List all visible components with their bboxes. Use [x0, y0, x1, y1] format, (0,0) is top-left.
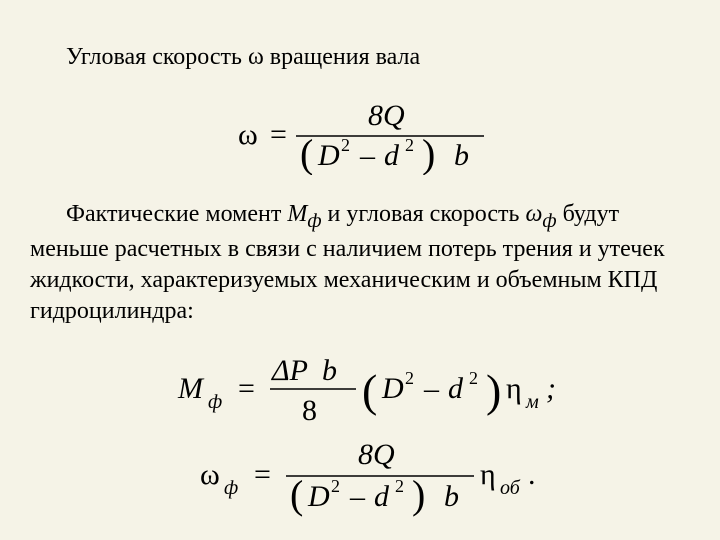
eq1-minus: –: [359, 139, 376, 172]
eq2-Msub: ф: [208, 391, 222, 413]
eq3-rparen: ): [412, 472, 425, 517]
eq1-d: d: [384, 139, 400, 172]
eq3-equals: =: [254, 458, 271, 491]
eq3-eta: η: [480, 458, 496, 491]
eq1-equals: =: [270, 118, 287, 151]
eq2-num-b: b: [322, 354, 337, 387]
eq3-D: D: [307, 480, 330, 513]
eq1-lparen: (: [300, 131, 313, 175]
eq2-rparen: ): [486, 365, 501, 416]
p2-a: Фактические момент: [66, 201, 287, 227]
eq2-semi: ;: [546, 372, 556, 405]
eq3-omega: ω: [200, 458, 220, 491]
eq1-rparen: ): [422, 131, 435, 175]
eq2-lparen: (: [362, 365, 377, 416]
eq1-e2: 2: [405, 135, 414, 155]
equation-omega: ω = 8Q ( D 2 – d 2 ) b: [30, 97, 690, 175]
eq2-e2: 2: [469, 368, 478, 388]
eq2-equals: =: [238, 372, 255, 405]
eq3-d: d: [374, 480, 390, 513]
eq2-M: М: [177, 372, 205, 405]
eq2-d: d: [448, 372, 464, 405]
eq2-minus: –: [423, 372, 440, 405]
paragraph-actual-values: Фактические момент Мф и угловая скорость…: [30, 199, 690, 327]
eq3-num: 8Q: [358, 438, 395, 471]
eq3-osub: ф: [224, 477, 238, 499]
p2-Msub: ф: [307, 210, 321, 232]
eq2-etasub: м: [525, 391, 539, 413]
eq3-e2: 2: [395, 476, 404, 496]
eq3-dot: .: [528, 458, 536, 491]
eq2-num-dP: ΔP: [271, 354, 308, 387]
eq3-e1: 2: [331, 476, 340, 496]
equation-omega-actual: ω ф = 8Q ( D 2 – d 2 ) b η об .: [30, 434, 690, 518]
eq2-den: 8: [302, 394, 317, 427]
eq3-etasub: об: [500, 477, 521, 499]
eq1-e1: 2: [341, 135, 350, 155]
p2-w: ω: [525, 201, 542, 227]
eq1-omega: ω: [238, 118, 258, 151]
eq2-eta: η: [506, 372, 522, 405]
eq2-e1: 2: [405, 368, 414, 388]
p2-M: М: [287, 201, 307, 227]
eq1-num: 8Q: [368, 99, 405, 132]
p2-b: и угловая скорость: [322, 201, 526, 227]
line-angular-velocity: Угловая скорость ω вращения вала: [30, 42, 690, 73]
eq1-b: b: [454, 139, 469, 172]
eq3-b: b: [444, 480, 459, 513]
eq1-D: D: [317, 139, 340, 172]
eq2-D: D: [381, 372, 404, 405]
eq3-minus: –: [349, 480, 366, 513]
eq3-lparen: (: [290, 472, 303, 517]
equation-moment: М ф = ΔP b 8 ( D 2 – d 2 ) η м ;: [30, 350, 690, 428]
p2-wsub: ф: [542, 210, 556, 232]
